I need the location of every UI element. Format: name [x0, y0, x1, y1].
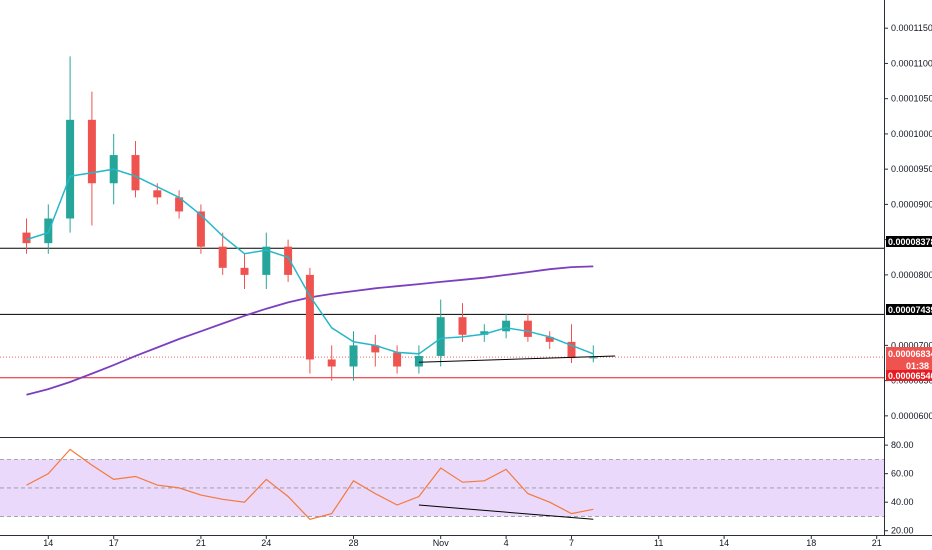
ema-line: [26, 168, 594, 355]
time-tick-label: 21: [196, 538, 206, 548]
candle: [262, 232, 271, 289]
candle-body: [436, 317, 445, 356]
price-tick-label: 0.00006000: [891, 411, 932, 421]
level-lower-tag: 0.00006540: [886, 370, 932, 381]
candle: [66, 56, 75, 233]
candle-body: [327, 359, 336, 367]
rsi-tick-label: 20.00: [891, 526, 914, 536]
candle-body: [262, 246, 271, 275]
candle-body: [393, 352, 402, 367]
candle: [305, 267, 314, 374]
candle-body: [66, 119, 75, 219]
rsi-layer: [26, 448, 594, 520]
candle-body: [196, 211, 205, 247]
rsi-axis[interactable]: 80.00 60.00 40.00 20.00: [884, 440, 914, 536]
candle: [523, 313, 532, 342]
candle-body: [545, 336, 554, 342]
rsi-tick-label: 40.00: [891, 497, 914, 507]
time-tick-label: 24: [261, 538, 271, 548]
candle: [240, 253, 249, 289]
candle: [458, 303, 467, 342]
candle: [284, 239, 293, 282]
candle-body: [523, 320, 532, 337]
candle-body: [87, 119, 96, 184]
candle: [196, 204, 205, 254]
candle: [131, 140, 140, 198]
candle-body: [153, 190, 162, 198]
time-tick-label: 18: [806, 538, 816, 548]
candle-body: [589, 357, 598, 359]
rsi-tick-label: 80.00: [891, 440, 914, 450]
rsi-line: [26, 448, 594, 520]
rsi-trendline: [418, 504, 594, 520]
candle: [87, 91, 96, 226]
candle: [44, 204, 53, 254]
trendline-layer: [418, 355, 616, 520]
time-axis[interactable]: 14 17 21 24 28 Nov 4 7 11 14 18 21: [43, 535, 882, 548]
candle-body: [284, 246, 293, 275]
candle: [480, 324, 489, 342]
candle: [22, 218, 31, 254]
candle-body: [218, 246, 227, 268]
candles-layer: [22, 56, 598, 381]
candle: [545, 331, 554, 349]
time-tick-label: 14: [43, 538, 53, 548]
candle-body: [502, 320, 511, 332]
candle: [393, 345, 402, 374]
time-tick-label: 4: [504, 538, 509, 548]
candle-body: [175, 197, 184, 212]
time-tick-label: 11: [654, 538, 663, 548]
candle-body: [22, 232, 31, 244]
candle: [414, 345, 423, 374]
candle-body: [240, 267, 249, 275]
candle-body: [567, 341, 576, 359]
time-tick-label: Nov: [433, 538, 450, 548]
ema-layer: [26, 168, 594, 355]
candle: [218, 232, 227, 275]
candle: [175, 190, 184, 219]
candle-body: [458, 317, 467, 335]
time-tick-label: 17: [109, 538, 119, 548]
candle: [371, 334, 380, 367]
candle-body: [305, 274, 314, 360]
price-trendline: [418, 355, 616, 363]
candle: [327, 345, 336, 381]
time-tick-label: 14: [719, 538, 729, 548]
candle: [589, 345, 598, 363]
candle-body: [414, 355, 423, 367]
level-upper-tag-text: 0.00008378: [888, 237, 932, 247]
time-tick-label: 21: [872, 538, 882, 548]
candle-body: [349, 345, 358, 367]
candle-body: [371, 345, 380, 353]
candle-body: [131, 155, 140, 191]
time-tick-label: 7: [569, 538, 574, 548]
candle: [436, 299, 445, 367]
level-mid-tag-text: 0.00007439: [888, 305, 932, 315]
candle: [502, 313, 511, 339]
countdown-text: 01:38: [906, 361, 929, 371]
current-price-tag: 0.00006834 01:38: [886, 347, 932, 372]
candle: [567, 324, 576, 363]
rsi-band-layer: [0, 458, 884, 517]
current-price-text: 0.00006834: [888, 349, 932, 359]
levels-layer: [0, 247, 884, 379]
rsi-tick-label: 60.00: [891, 469, 914, 479]
time-tick-label: 28: [348, 538, 358, 548]
level-lower-tag-text: 0.00006540: [888, 371, 932, 381]
level-upper-tag: 0.00008378: [886, 236, 932, 247]
candle-body: [480, 331, 489, 335]
candle: [349, 331, 358, 381]
level-mid-tag: 0.00007439: [886, 304, 932, 315]
